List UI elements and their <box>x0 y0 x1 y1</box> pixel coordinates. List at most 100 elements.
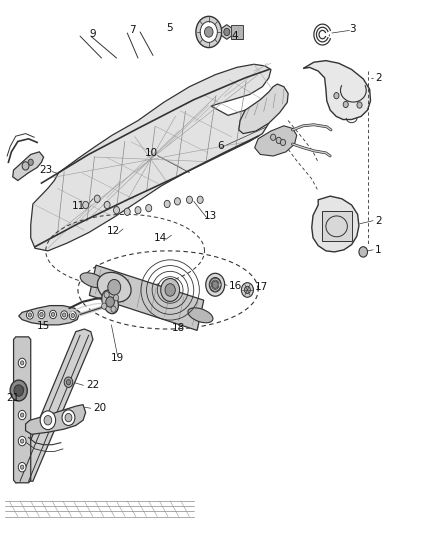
Polygon shape <box>16 329 93 483</box>
Circle shape <box>212 281 218 288</box>
Circle shape <box>343 101 347 108</box>
Polygon shape <box>238 84 287 134</box>
Text: 7: 7 <box>129 26 136 35</box>
Circle shape <box>106 297 114 307</box>
Text: 11: 11 <box>72 200 85 211</box>
Polygon shape <box>230 25 243 39</box>
Circle shape <box>356 102 361 108</box>
Text: 16: 16 <box>229 281 242 292</box>
Text: 2: 2 <box>374 216 381 225</box>
Circle shape <box>38 310 45 319</box>
Circle shape <box>197 196 203 204</box>
Circle shape <box>358 247 367 257</box>
Text: 9: 9 <box>89 29 96 38</box>
Circle shape <box>101 303 106 309</box>
Polygon shape <box>303 61 370 119</box>
Text: 5: 5 <box>166 23 172 34</box>
Polygon shape <box>13 152 43 181</box>
Polygon shape <box>254 126 296 156</box>
Polygon shape <box>19 305 80 325</box>
Circle shape <box>200 21 217 43</box>
Circle shape <box>69 311 76 320</box>
Text: 14: 14 <box>153 233 166 243</box>
Circle shape <box>14 385 23 396</box>
Circle shape <box>64 377 73 387</box>
Circle shape <box>164 200 170 208</box>
Ellipse shape <box>102 290 118 314</box>
Polygon shape <box>321 211 351 241</box>
Circle shape <box>71 313 74 318</box>
Circle shape <box>22 161 29 170</box>
Circle shape <box>21 361 24 365</box>
Circle shape <box>65 414 72 422</box>
Text: 6: 6 <box>217 141 223 151</box>
Circle shape <box>174 198 180 205</box>
Circle shape <box>195 17 221 47</box>
Polygon shape <box>221 25 231 39</box>
Circle shape <box>165 284 175 296</box>
Text: 1: 1 <box>374 245 381 255</box>
Text: 23: 23 <box>39 165 52 175</box>
Ellipse shape <box>97 272 131 302</box>
Text: 2: 2 <box>374 73 381 83</box>
Circle shape <box>28 313 32 317</box>
Text: 13: 13 <box>203 211 216 221</box>
Text: 4: 4 <box>231 31 238 41</box>
Circle shape <box>18 384 26 394</box>
Polygon shape <box>14 337 31 483</box>
Circle shape <box>94 195 100 203</box>
Circle shape <box>104 292 109 298</box>
Text: 17: 17 <box>254 282 267 292</box>
Circle shape <box>49 310 57 319</box>
Circle shape <box>108 279 120 295</box>
Circle shape <box>62 410 75 425</box>
Circle shape <box>10 380 27 401</box>
Circle shape <box>241 282 253 297</box>
Circle shape <box>62 313 66 317</box>
Circle shape <box>18 463 26 472</box>
Circle shape <box>18 437 26 446</box>
Circle shape <box>280 139 285 146</box>
Circle shape <box>204 27 212 37</box>
Text: 12: 12 <box>106 226 120 236</box>
Circle shape <box>26 311 33 319</box>
Text: 21: 21 <box>6 393 19 403</box>
Circle shape <box>276 137 281 143</box>
Circle shape <box>124 208 130 215</box>
Circle shape <box>113 207 119 214</box>
Circle shape <box>66 379 71 385</box>
Circle shape <box>134 207 141 214</box>
Circle shape <box>223 28 229 36</box>
Text: 19: 19 <box>110 353 124 363</box>
Polygon shape <box>31 64 270 251</box>
Polygon shape <box>311 196 358 252</box>
Circle shape <box>51 312 55 317</box>
Circle shape <box>40 312 43 317</box>
Circle shape <box>18 358 26 368</box>
Circle shape <box>145 205 152 212</box>
Circle shape <box>40 411 56 430</box>
Circle shape <box>205 273 224 296</box>
Circle shape <box>21 413 24 417</box>
Circle shape <box>60 311 67 319</box>
Ellipse shape <box>80 273 105 288</box>
Circle shape <box>21 387 24 391</box>
Text: 3: 3 <box>348 25 355 34</box>
Circle shape <box>28 159 33 165</box>
Circle shape <box>244 286 250 294</box>
Text: 18: 18 <box>172 323 185 333</box>
Circle shape <box>209 278 221 292</box>
Circle shape <box>270 134 275 140</box>
Circle shape <box>21 465 24 469</box>
Text: 22: 22 <box>86 381 99 390</box>
Text: 15: 15 <box>37 321 50 332</box>
Circle shape <box>186 196 192 204</box>
Circle shape <box>44 416 52 425</box>
Circle shape <box>113 295 118 301</box>
Circle shape <box>21 439 24 443</box>
Polygon shape <box>25 405 85 434</box>
Circle shape <box>333 93 338 99</box>
Circle shape <box>82 201 88 208</box>
Ellipse shape <box>187 308 212 323</box>
Circle shape <box>18 410 26 419</box>
